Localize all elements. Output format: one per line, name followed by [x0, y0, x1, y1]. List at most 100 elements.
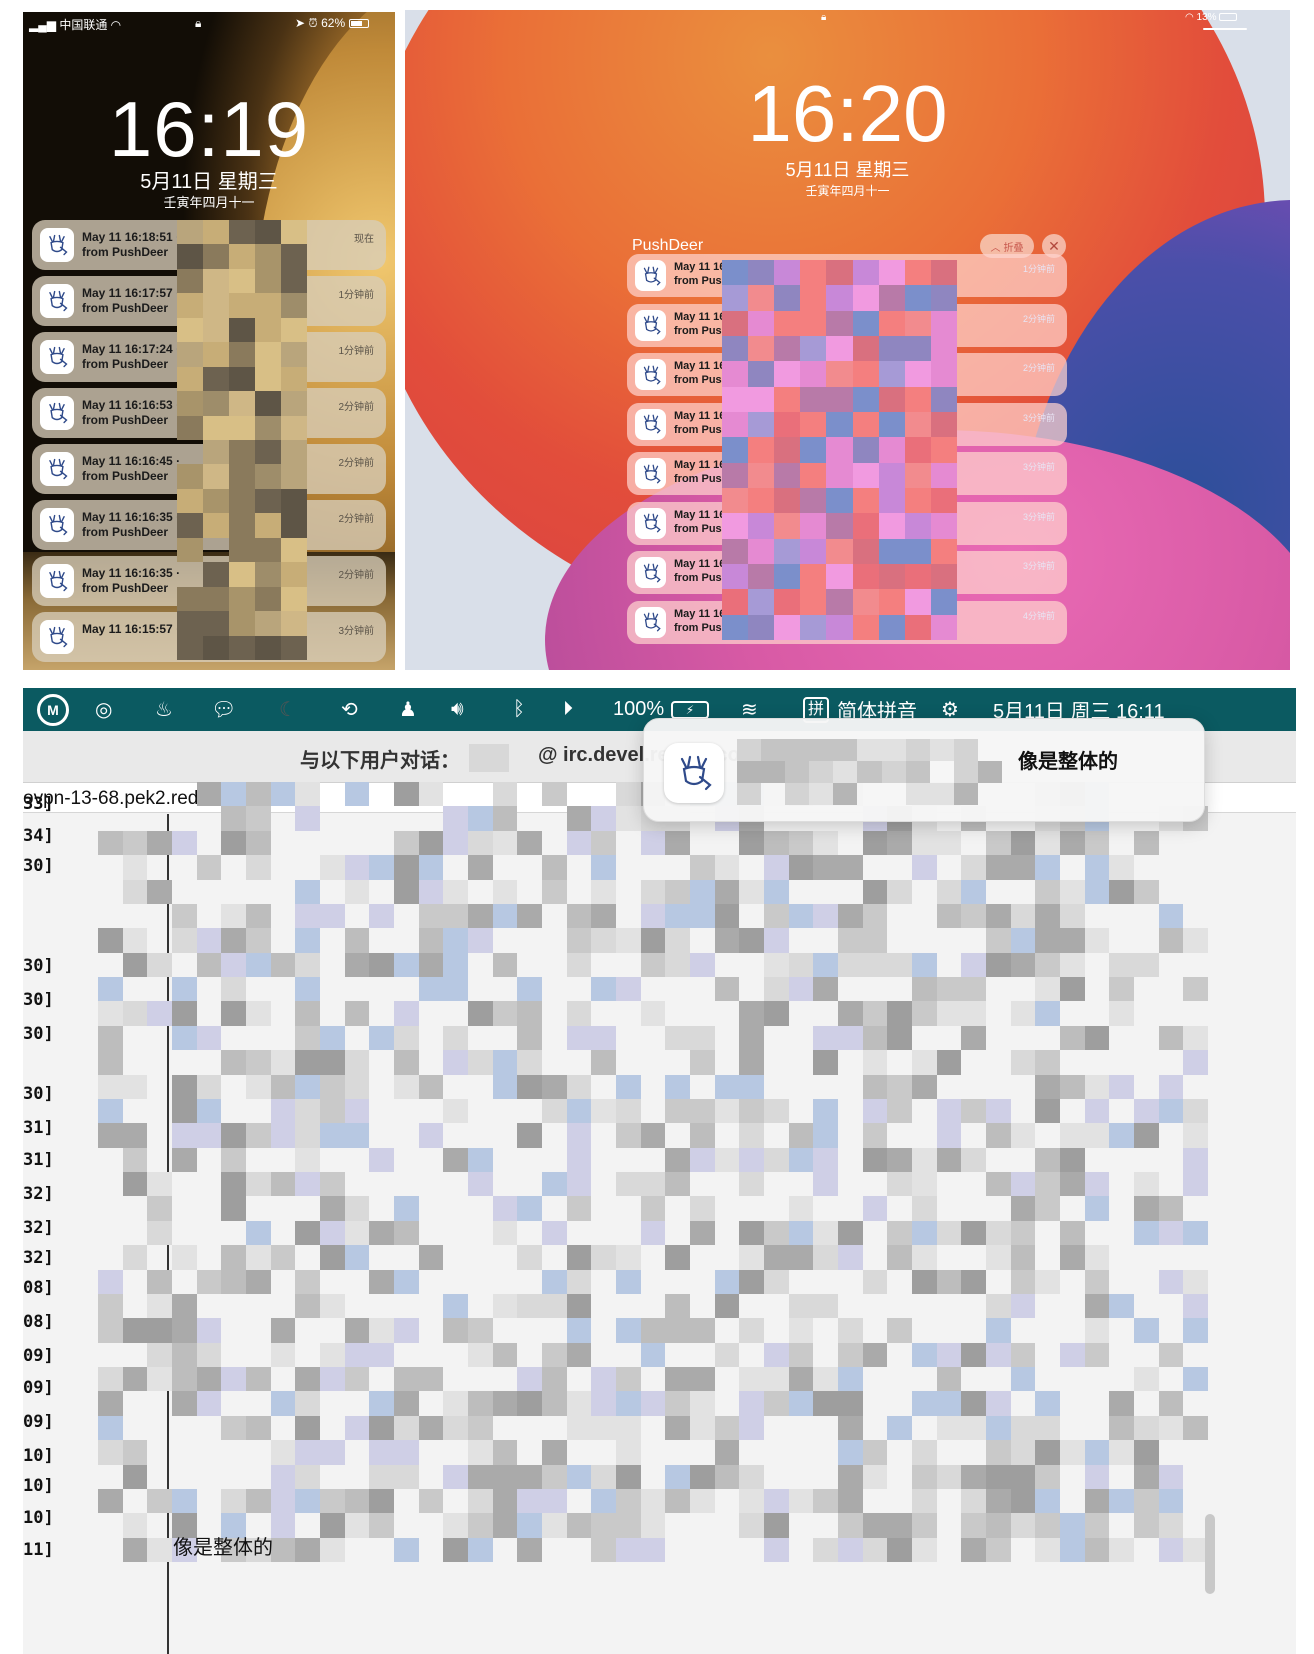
play-icon[interactable]: ⏵ [563, 698, 573, 720]
lock-date: 5月11日 星期三 [785, 160, 910, 180]
carrier-label: 中国联通 [59, 18, 108, 32]
notification-age: 3分钟前 [338, 626, 374, 637]
flame-icon[interactable]: ♨ [155, 699, 173, 721]
notification-title: May 11 16:15:57 · [82, 622, 181, 636]
wifi-icon: ◠ [1185, 12, 1194, 23]
moon-icon[interactable]: ☾ [279, 699, 297, 721]
notification-body: from PushDeer [82, 301, 169, 315]
pushdeer-app-icon [635, 408, 666, 440]
battery-icon [348, 19, 369, 29]
pushdeer-app-icon [40, 396, 74, 430]
notification-body: from PushDeer [82, 469, 169, 483]
notification-age: 2分钟前 [338, 402, 374, 413]
log-timestamp: 32] [23, 1248, 54, 1268]
notification-age: 2分钟前 [1022, 313, 1055, 324]
lock-lunar-date: 壬寅年四月十一 [163, 195, 255, 210]
lock-time: 16:19 [108, 85, 310, 173]
notification-title: May 11 16:16:53 · [82, 398, 181, 412]
log-timestamp: 34] [23, 826, 54, 846]
wechat-icon[interactable]: 💬︎ [211, 699, 237, 721]
notification-title: May 11 16:18:51 · [82, 230, 181, 244]
pushdeer-app-icon [40, 284, 74, 318]
lock-icon: 🔒︎ [821, 12, 827, 23]
alarm-icon: ⏰︎ [308, 16, 318, 30]
log-timestamp: 30] [23, 1084, 54, 1104]
log-timestamp: 30] [23, 856, 54, 876]
pushdeer-app-icon [40, 508, 74, 542]
notification-body: from PushDeer [82, 357, 169, 371]
mac-desktop: M ◎ ♨ 💬︎ ☾ ⟲ ♟ 🔊︎ ᛒ ⏵ 100% ⚡ ≋ 拼 简体拼音 ⚙ … [23, 688, 1296, 1654]
tablet-status: ◠ 13% [1185, 12, 1238, 23]
time-machine-icon[interactable]: ⟲ [341, 699, 358, 721]
pushdeer-app-icon [635, 260, 666, 291]
notification-age: 3分钟前 [1022, 412, 1055, 423]
notification-body: from PushDeer [82, 413, 169, 427]
redacted-log [98, 782, 1208, 1562]
notification-text: 像是整体的 [1018, 751, 1118, 773]
battery-percent[interactable]: 100% [613, 698, 665, 720]
input-method-label[interactable]: 简体拼音 [837, 701, 917, 723]
battery-icon[interactable]: ⚡ [671, 688, 709, 731]
wifi-icon[interactable]: ≋ [741, 699, 758, 721]
tablet-lockscreen: 🔒︎ ◠ 13% 16:20 5月11日 星期三 壬寅年四月十一 PushDee… [405, 10, 1290, 670]
fold-label: 折叠 [1003, 242, 1024, 254]
notification-body: from PushDeer [82, 581, 169, 595]
notification-age: 2分钟前 [338, 458, 374, 469]
mac-notification[interactable]: 像是整体的 [643, 718, 1205, 822]
pushdeer-app-icon [635, 309, 666, 341]
notification-age: 2分钟前 [1022, 363, 1055, 373]
volume-icon[interactable]: 🔊︎ [451, 698, 464, 720]
pushdeer-app-icon [635, 458, 666, 489]
notification-title: May 11 16:16:35 · [82, 566, 181, 580]
notification-age: 3分钟前 [1022, 462, 1055, 472]
airdrop-icon[interactable]: ◎ [95, 699, 113, 721]
lock-icon: 🔒︎ [195, 16, 202, 30]
battery-percent: 62% [321, 16, 346, 30]
notification-title: May 11 16:17:24 · [82, 342, 181, 356]
notification-age: 现在 [354, 234, 374, 245]
pushdeer-app-icon [40, 452, 74, 486]
battery-percent: 13% [1196, 12, 1217, 23]
home-indicator [1203, 28, 1247, 30]
notification-group-title: PushDeer [632, 237, 704, 254]
bluetooth-icon[interactable]: ᛒ [513, 698, 525, 720]
redacted-username [469, 744, 509, 772]
log-timestamp: 32] [23, 1218, 54, 1238]
log-timestamp: 10] [23, 1446, 54, 1466]
log-timestamp: 30] [23, 990, 54, 1010]
notification-age: 2分钟前 [338, 514, 374, 525]
log-timestamp: 09] [23, 1346, 54, 1366]
log-timestamp: 30] [23, 956, 54, 976]
notification-age: 1分钟前 [1022, 264, 1055, 274]
log-timestamp: 31] [23, 1118, 54, 1138]
lock-lunar-date: 壬寅年四月十一 [805, 184, 890, 198]
redacted-block [177, 220, 307, 660]
redacted-sender [737, 739, 1002, 805]
control-center-icon[interactable]: ⚙ [941, 699, 959, 721]
log-timestamp: 30] [23, 1024, 54, 1044]
pushdeer-app-icon [635, 606, 666, 638]
pushdeer-app-icon [635, 359, 666, 390]
phone-lockscreen: ▂▄▆ 中国联通 ◠ 🔒︎ ➤ ⏰︎ 62% 16:19 5月11日 星期三 壬… [23, 12, 395, 670]
notification-age: 3分钟前 [1022, 511, 1055, 522]
menu-clock[interactable]: 5月11日 周三 16:11 [993, 701, 1165, 723]
pushdeer-app-icon [664, 743, 724, 803]
conversation-label: 与以下用户对话： [300, 750, 460, 772]
notification-age: 1分钟前 [338, 346, 374, 357]
fold-chevron-icon: ︿ [990, 242, 1001, 254]
pushdeer-app-icon [635, 557, 666, 588]
log-timestamp: 32] [23, 1184, 54, 1204]
pushdeer-app-icon [40, 564, 74, 598]
log-timestamp: 10] [23, 1476, 54, 1496]
notification-body: from PushDeer [82, 525, 169, 539]
notification-title: May 11 16:17:57 · [82, 286, 181, 300]
log-timestamp: 09] [23, 1378, 54, 1398]
lock-time: 16:20 [747, 69, 948, 158]
mosaic-app-icon[interactable]: M [37, 688, 69, 731]
log-timestamp: 09] [23, 1412, 54, 1432]
scrollbar[interactable] [1205, 1514, 1215, 1594]
lock-date: 5月11日 星期三 [140, 171, 278, 193]
qq-icon[interactable]: ♟ [399, 699, 417, 721]
log-timestamp: 33] [23, 794, 54, 814]
